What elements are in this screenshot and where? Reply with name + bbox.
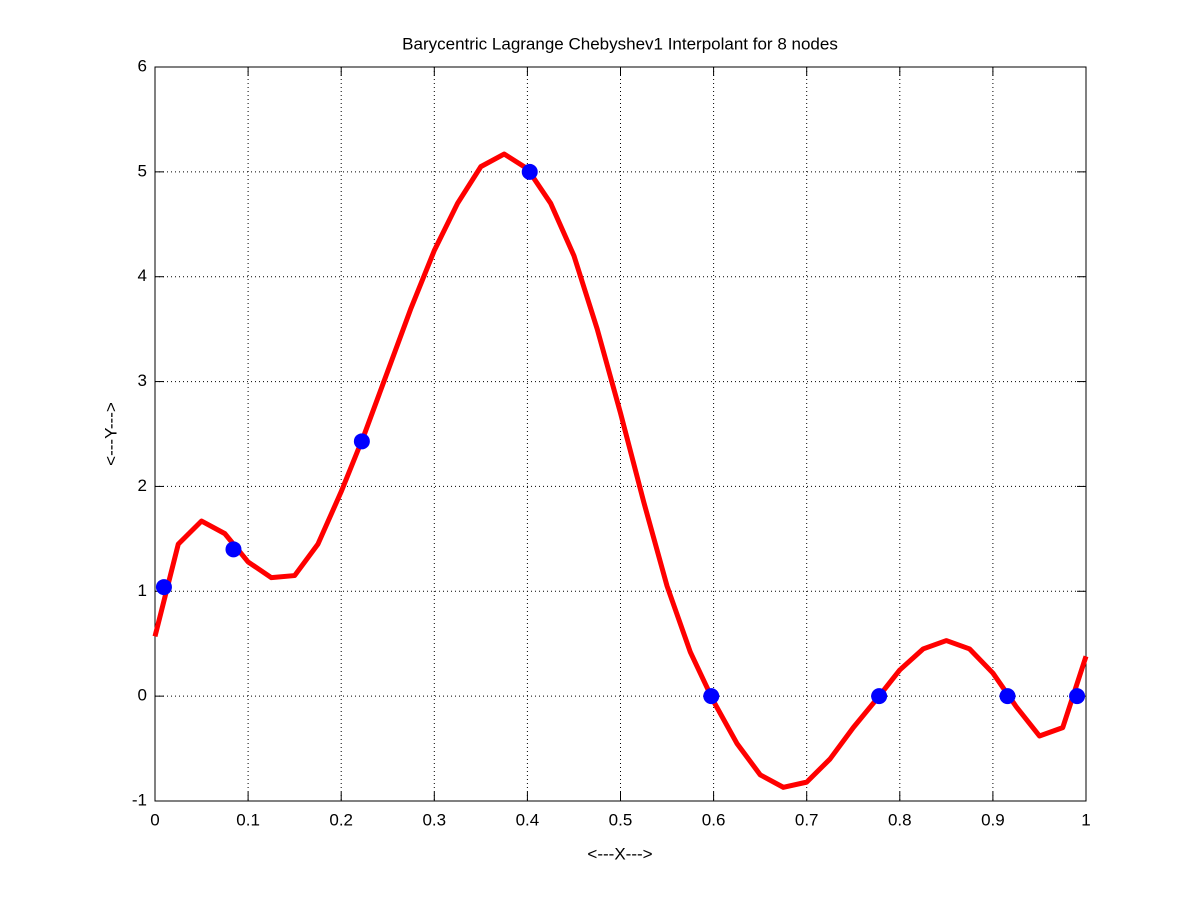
x-tick-label: 0.6 [702,810,726,829]
node-marker [703,688,720,705]
y-tick-label: 0 [138,686,147,705]
node-marker [353,433,370,450]
y-tick-label: 6 [138,56,147,75]
y-tick-label: 5 [138,161,147,180]
plot-frame [154,66,1087,802]
node-marker [1069,688,1086,705]
node-marker [155,579,172,596]
node-marker [871,688,888,705]
x-tick-label: 0.3 [422,810,446,829]
interpolant-curve [152,151,1089,790]
x-tick-label: 1 [1081,810,1090,829]
x-tick-label: 0.4 [516,810,540,829]
chart-title: Barycentric Lagrange Chebyshev1 Interpol… [402,34,838,53]
x-tick-label: 0 [150,810,159,829]
node-marker [225,541,242,558]
node-marker [521,163,538,180]
x-tick-label: 0.5 [609,810,633,829]
x-tick-label: 0.8 [888,810,912,829]
node-marker [999,688,1016,705]
y-tick-label: 1 [138,581,147,600]
x-tick-label: 0.2 [329,810,353,829]
y-tick-label: 2 [138,476,147,495]
x-tick-label: 0.9 [981,810,1005,829]
x-tick-label: 0.7 [795,810,819,829]
x-axis-label: <---X---> [587,844,652,863]
y-tick-label: 4 [138,266,147,285]
y-tick-label: 3 [138,371,147,390]
x-tick-label: 0.1 [236,810,260,829]
y-axis-label: <---Y---> [101,402,120,466]
y-tick-label: -1 [132,790,147,809]
